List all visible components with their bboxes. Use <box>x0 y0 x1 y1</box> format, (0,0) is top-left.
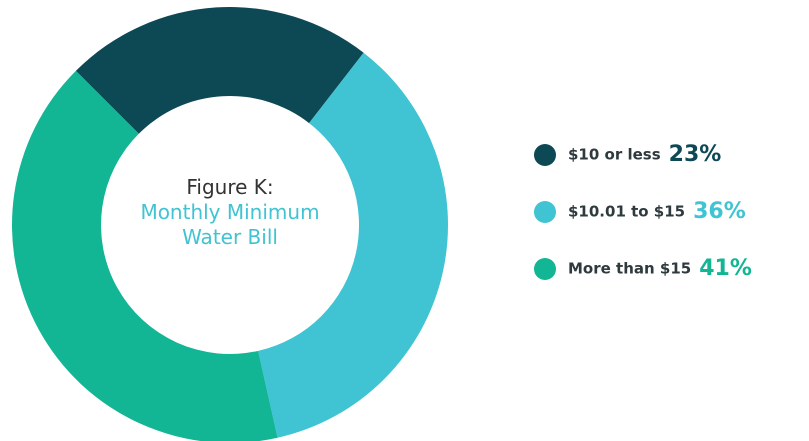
legend-label: $10.01 to $15 <box>568 203 685 221</box>
legend-marker <box>534 258 556 280</box>
chart-title: Figure K: <box>186 175 274 199</box>
legend-marker <box>534 201 556 223</box>
donut-segment <box>75 7 364 134</box>
value-label: 41% <box>699 256 752 281</box>
value-label: 23% <box>669 142 722 167</box>
chart-subtitle: Monthly Minimum Water Bill <box>140 200 320 249</box>
legend-marker <box>534 144 556 166</box>
legend-label: $10 or less <box>568 146 661 164</box>
donut-segment <box>258 52 448 438</box>
center-label: Figure K: Monthly Minimum Water Bill <box>130 175 330 250</box>
value-label: 36% <box>693 199 746 224</box>
legend-label: More than $15 <box>568 260 691 278</box>
donut-segment <box>12 70 278 441</box>
